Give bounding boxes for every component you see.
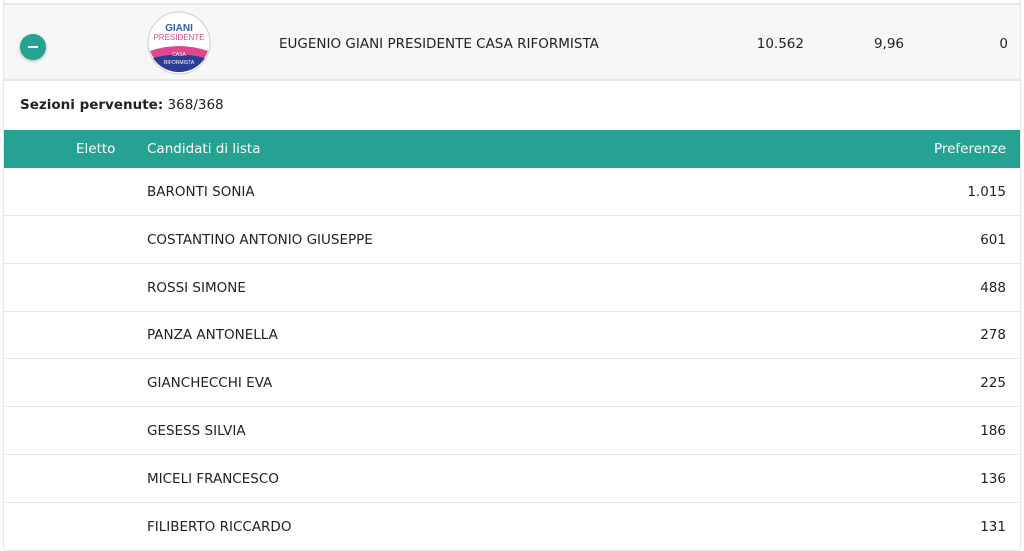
candidate-preferences: 186 [980,423,1006,439]
candidate-preferences: 278 [980,327,1006,344]
header-preferences: Preferenze [933,141,1006,157]
candidate-name: BARONTI SONIA [147,184,255,200]
table-row: BARONTI SONIA 1.015 [4,168,1020,216]
candidate-name: GIANCHECCHI EVA [147,375,273,392]
party-row: GIANI PRESIDENTE CASA RIFORMISTA EUGENIO… [4,3,1020,81]
table-row: GESESS SILVIA 186 [4,407,1020,455]
list-results-panel: GIANI PRESIDENTE CASA RIFORMISTA EUGENIO… [3,0,1021,551]
party-name: EUGENIO GIANI PRESIDENTE CASA RIFORMISTA [279,36,599,52]
party-percent: 9,96 [873,36,904,52]
table-row: COSTANTINO ANTONIO GIUSEPPE 601 [4,216,1020,264]
svg-text:CASA: CASA [172,52,186,58]
table-row: ROSSI SIMONE 488 [4,264,1020,312]
table-row: GIANCHECCHI EVA 225 [4,359,1020,408]
candidate-preferences: 225 [980,375,1006,392]
header-elected: Eletto [76,141,116,157]
candidate-preferences: 131 [980,518,1006,535]
party-seats: 0 [999,36,1008,52]
svg-text:RIFORMISTA: RIFORMISTA [164,60,195,66]
table-header: Eletto Candidati di lista Preferenze [4,130,1020,168]
table-row: FILIBERTO RICCARDO 131 [4,503,1020,551]
svg-text:PRESIDENTE: PRESIDENTE [153,33,204,42]
sections-status: Sezioni pervenute: 368/368 [20,97,224,113]
candidate-preferences: 488 [980,279,1006,296]
candidate-name: FILIBERTO RICCARDO [147,518,292,535]
table-row: PANZA ANTONELLA 278 [4,311,1020,360]
header-candidates: Candidati di lista [147,141,261,157]
party-logo: GIANI PRESIDENTE CASA RIFORMISTA [147,11,211,75]
candidate-name: GESESS SILVIA [147,423,246,439]
candidate-name: PANZA ANTONELLA [147,327,278,344]
candidate-preferences: 136 [980,470,1006,487]
svg-text:GIANI: GIANI [165,23,193,34]
candidate-name: MICELI FRANCESCO [147,470,279,487]
sections-value: 368/368 [167,97,224,113]
candidate-name: ROSSI SIMONE [147,279,246,296]
sections-label: Sezioni pervenute: [20,97,164,113]
candidate-preferences: 1.015 [967,184,1006,200]
candidate-name: COSTANTINO ANTONIO GIUSEPPE [147,231,373,248]
table-row: MICELI FRANCESCO 136 [4,455,1020,503]
party-votes: 10.562 [756,36,804,52]
candidate-preferences: 601 [980,231,1006,248]
collapse-minus-icon[interactable] [20,34,46,60]
